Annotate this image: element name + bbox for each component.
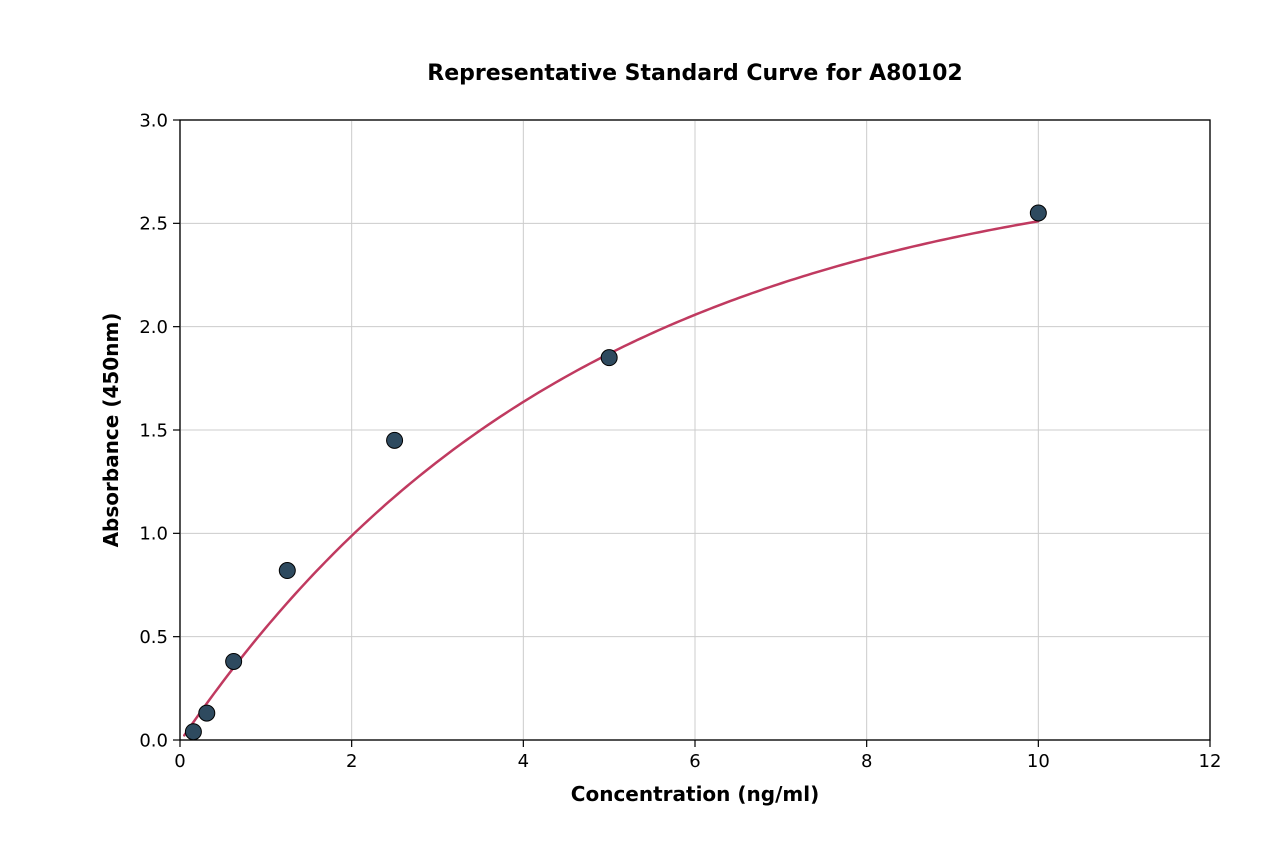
- standard-curve-chart: 0 2 4 6 8 10 12 0.0 0.5 1.0 1.5 2.0 2.5 3.0 Representa…: [0, 0, 1280, 845]
- ytick-label: 0.5: [139, 627, 168, 648]
- data-point: [1030, 205, 1046, 221]
- y-axis-label: Absorbance (450nm): [99, 313, 123, 548]
- data-point: [601, 350, 617, 366]
- xtick-label: 0: [174, 751, 185, 772]
- ytick-label: 3.0: [139, 110, 168, 131]
- xtick-label: 12: [1199, 751, 1222, 772]
- xtick-label: 2: [346, 751, 357, 772]
- ytick-label: 0.0: [139, 730, 168, 751]
- data-point: [279, 563, 295, 579]
- ytick-label: 1.0: [139, 524, 168, 545]
- x-axis-label: Concentration (ng/ml): [571, 782, 819, 806]
- xtick-label: 8: [861, 751, 872, 772]
- chart-container: 0 2 4 6 8 10 12 0.0 0.5 1.0 1.5 2.0 2.5 3.0 Representa…: [0, 0, 1280, 845]
- ytick-label: 1.5: [139, 420, 168, 441]
- ytick-label: 2.5: [139, 214, 168, 235]
- xtick-label: 6: [689, 751, 700, 772]
- xtick-label: 4: [518, 751, 529, 772]
- chart-bg: [0, 0, 1280, 845]
- ytick-label: 2.0: [139, 317, 168, 338]
- data-point: [226, 653, 242, 669]
- data-point: [387, 432, 403, 448]
- chart-title: Representative Standard Curve for A80102: [427, 61, 962, 86]
- data-point: [199, 705, 215, 721]
- data-point: [185, 724, 201, 740]
- xtick-label: 10: [1027, 751, 1050, 772]
